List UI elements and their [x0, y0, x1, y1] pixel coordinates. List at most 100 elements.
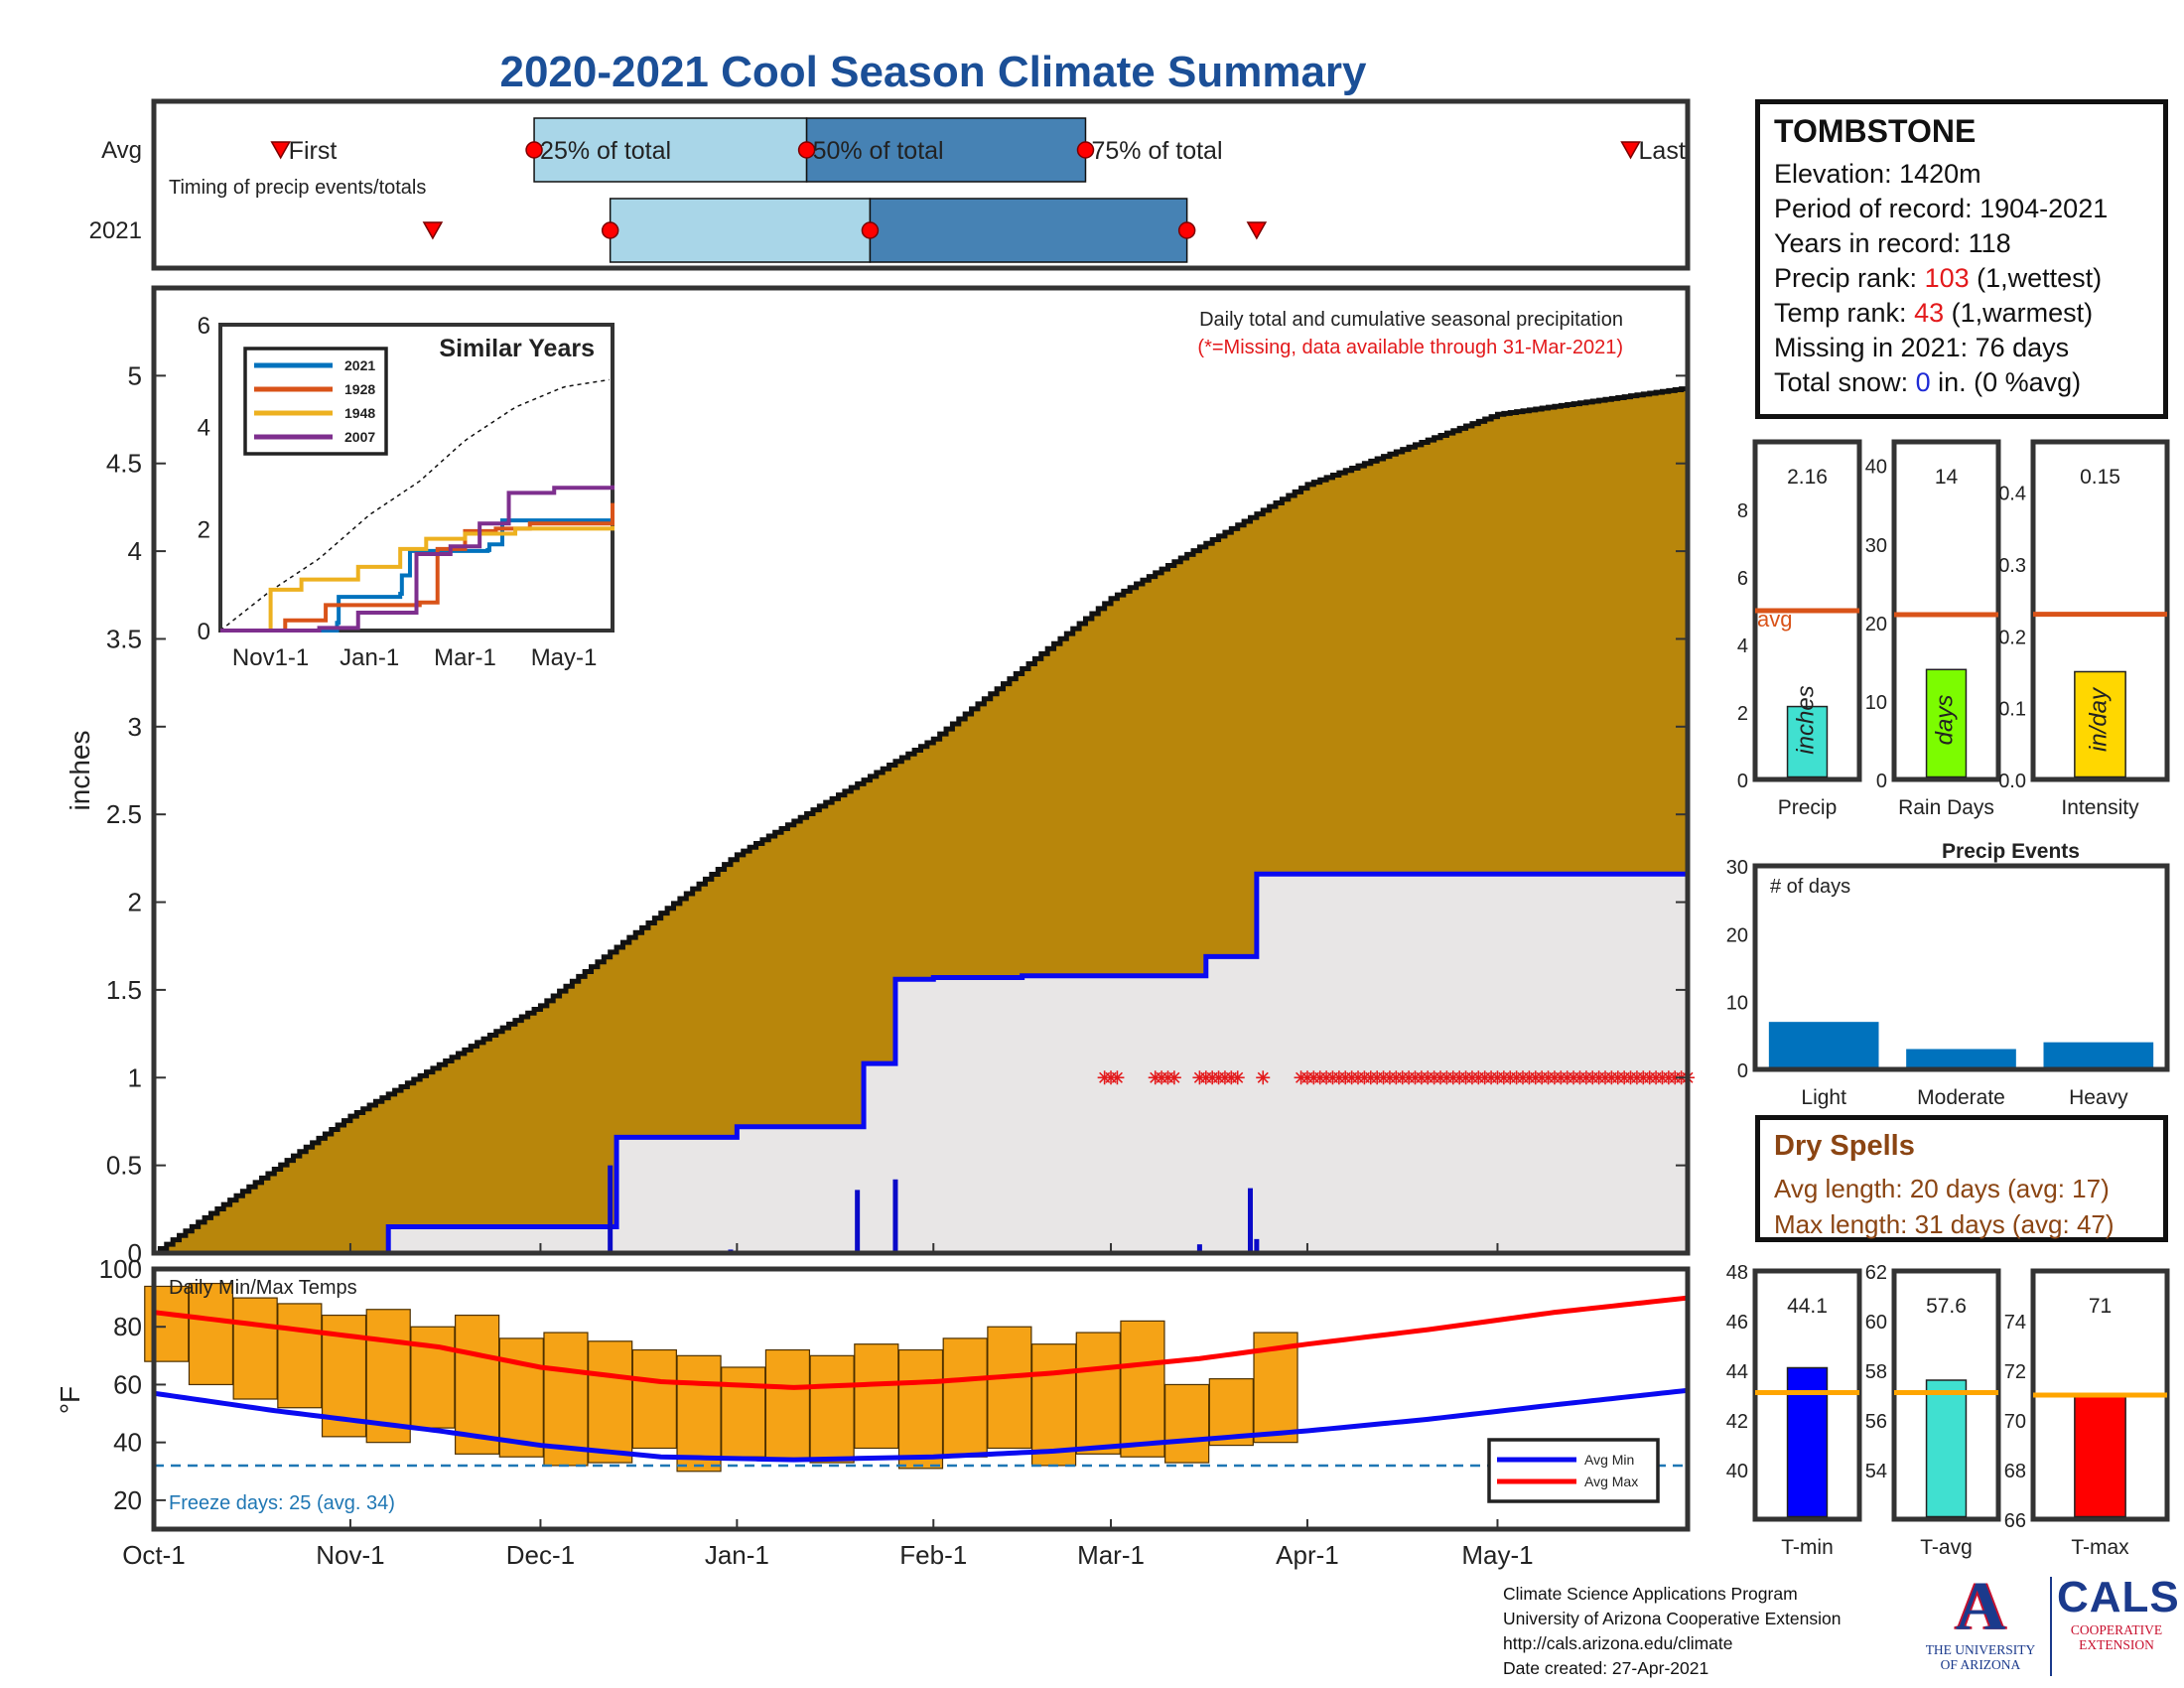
precip-ytick-label: 0	[128, 1238, 142, 1268]
intensity_gauge-bar	[2074, 670, 2126, 778]
timing-box-q25-q50	[609, 198, 872, 263]
temps-title: Daily Min/Max Temps	[169, 1277, 357, 1299]
tmax_gauge-value-label: 71	[2089, 1295, 2112, 1318]
temps-ytick-label: 40	[113, 1428, 142, 1458]
daily-temp-range-bar	[631, 1348, 677, 1450]
timing-label-q25: 25% of total	[540, 137, 671, 165]
precip-subtitle: (*=Missing, data available through 31-Ma…	[1197, 337, 1623, 358]
footer-line-date: Date created: 27-Apr-2021	[1503, 1658, 1709, 1678]
similar-years-xtick-label: Nov1-1	[232, 644, 309, 671]
daily-precip-bar	[892, 1179, 898, 1253]
raindays_gauge-ytick-label: 40	[1865, 457, 1887, 479]
precip_gauge-xlabel: Precip	[1778, 796, 1838, 819]
similar-years-xtick-label: Jan-1	[340, 644, 399, 671]
timing-marker-first	[422, 221, 444, 240]
raindays_gauge-xlabel: Rain Days	[1898, 796, 1994, 819]
similar-years-legend-label: 2007	[344, 429, 375, 445]
daily-temp-range-bar	[543, 1332, 589, 1467]
daily-temp-range-bar	[1164, 1383, 1210, 1464]
footer-line-university: University of Arizona Cooperative Extens…	[1503, 1609, 1842, 1628]
tavg_gauge-ytick-label: 60	[1865, 1312, 1887, 1334]
cals-logo-line1: COOPERATIVE	[2070, 1622, 2163, 1637]
similar-years-ytick-label: 0	[198, 619, 210, 645]
university-of-arizona-logo: A THE UNIVERSITY OF ARIZONA	[1916, 1569, 2045, 1673]
temps-legend-label: Avg Max	[1584, 1474, 1638, 1489]
temps-legend	[1487, 1438, 1660, 1503]
precip-ytick-label: 4.5	[106, 449, 142, 479]
precip-events-note: # of days	[1770, 876, 1850, 898]
cals-wordmark: CALS	[2057, 1573, 2180, 1621]
snow-text: Total snow: 0 in. (0 %avg)	[1774, 367, 2082, 397]
daily-precip-bar	[1254, 1238, 1260, 1253]
similar-years-xtick-label: Mar-1	[434, 644, 496, 671]
station-info-box: TOMBSTONE Elevation: 1420m Period of rec…	[1755, 99, 2168, 419]
tmax_gauge-ytick-label: 68	[2004, 1461, 2026, 1482]
tavg_gauge-ytick-label: 62	[1865, 1262, 1887, 1284]
xtick-label: Jan-1	[705, 1540, 769, 1570]
intensity_gauge-unit-label: in/day	[2086, 686, 2113, 752]
footer-line-program: Climate Science Applications Program	[1503, 1584, 1798, 1604]
avg-max-line	[153, 1295, 1689, 1390]
freeze-days-label: Freeze days: 25 (avg. 34)	[169, 1492, 395, 1514]
tmin_gauge-value-label: 44.1	[1787, 1295, 1828, 1318]
tmax_gauge-ytick-label: 74	[2004, 1312, 2026, 1334]
ua-logo-line2: OF ARIZONA	[1940, 1657, 2021, 1672]
xtick-label: Oct-1	[122, 1540, 186, 1570]
precip-events-category-label: Heavy	[2069, 1086, 2128, 1109]
timing-marker-first	[270, 141, 291, 160]
tavg_gauge-ytick-label: 56	[1865, 1411, 1887, 1433]
timing-box-q50-q75	[869, 198, 1188, 263]
intensity_gauge-ytick-label: 0.4	[1998, 484, 2026, 505]
precip-title: Daily total and cumulative seasonal prec…	[1199, 309, 1623, 331]
timing-label-first: First	[289, 137, 338, 165]
similar-years-xtick-label: May-1	[531, 644, 598, 671]
intensity_gauge-ytick-label: 0.2	[1998, 627, 2026, 648]
temps-ytick-label: 80	[113, 1312, 142, 1341]
timing-marker-q50	[797, 141, 816, 159]
tavg_gauge-ytick-label: 58	[1865, 1361, 1887, 1383]
cumulative-2021-line	[154, 871, 1688, 1256]
temp-rank-value: 43	[1914, 298, 1945, 328]
tmin_gauge-xlabel: T-min	[1781, 1536, 1834, 1559]
precip-events-ytick-label: 10	[1726, 993, 1748, 1015]
raindays_gauge-ytick-label: 20	[1865, 614, 1887, 635]
dry-spells-title: Dry Spells	[1774, 1130, 1915, 1162]
missing-data-marker	[1230, 1070, 1245, 1085]
tavg_gauge-value-label: 57.6	[1926, 1295, 1967, 1318]
precip-frame	[151, 285, 1691, 1256]
precip-ytick-label: 1.5	[106, 975, 142, 1005]
ua-a-mark: A	[1955, 1569, 2006, 1645]
precip-rank-value: 103	[1924, 263, 1970, 293]
tmin_gauge-ytick-label: 40	[1726, 1461, 1748, 1482]
timing-label-q75: 75% of total	[1091, 137, 1222, 165]
snow-value: 0	[1915, 367, 1931, 397]
similar-years-ytick-label: 4	[198, 415, 210, 442]
temps-ytick-label: 20	[113, 1485, 142, 1515]
intensity_gauge-ytick-label: 0.0	[1998, 771, 2026, 792]
daily-temp-range-bar	[809, 1354, 855, 1464]
tmin_gauge-ytick-label: 46	[1726, 1312, 1748, 1334]
missing-data-marker	[1256, 1070, 1271, 1085]
daily-temp-range-bar	[897, 1348, 944, 1470]
daily-temp-range-bar	[676, 1354, 722, 1473]
ua-logo-line1: THE UNIVERSITY	[1925, 1642, 2036, 1657]
daily-temp-range-bar	[1030, 1343, 1077, 1467]
tavg_gauge-xlabel: T-avg	[1920, 1536, 1973, 1559]
temps-ytick-label: 60	[113, 1369, 142, 1399]
similar-years-ytick-label: 2	[198, 516, 210, 543]
intensity_gauge-value-label: 0.15	[2080, 466, 2120, 489]
dry-spells-max: Max length: 31 days (avg: 47)	[1774, 1209, 2115, 1239]
timing-marker-q75	[1076, 141, 1095, 159]
daily-temp-range-bar	[454, 1314, 500, 1455]
avg-min-line	[153, 1387, 1689, 1463]
tmax_gauge-ytick-label: 66	[2004, 1510, 2026, 1532]
tmin_gauge-ytick-label: 48	[1726, 1262, 1748, 1284]
precip-ytick-label: 1	[128, 1062, 142, 1092]
precip-rank-text: Precip rank: 103 (1,wettest)	[1774, 263, 2103, 293]
intensity_gauge-ytick-label: 0.1	[1998, 699, 2026, 721]
xtick-label: May-1	[1461, 1540, 1533, 1570]
daily-temp-range-bar	[588, 1340, 633, 1464]
daily-temp-range-bar	[854, 1343, 899, 1450]
raindays_gauge-ytick-label: 30	[1865, 535, 1887, 557]
precip-events-bar	[1768, 1022, 1879, 1067]
